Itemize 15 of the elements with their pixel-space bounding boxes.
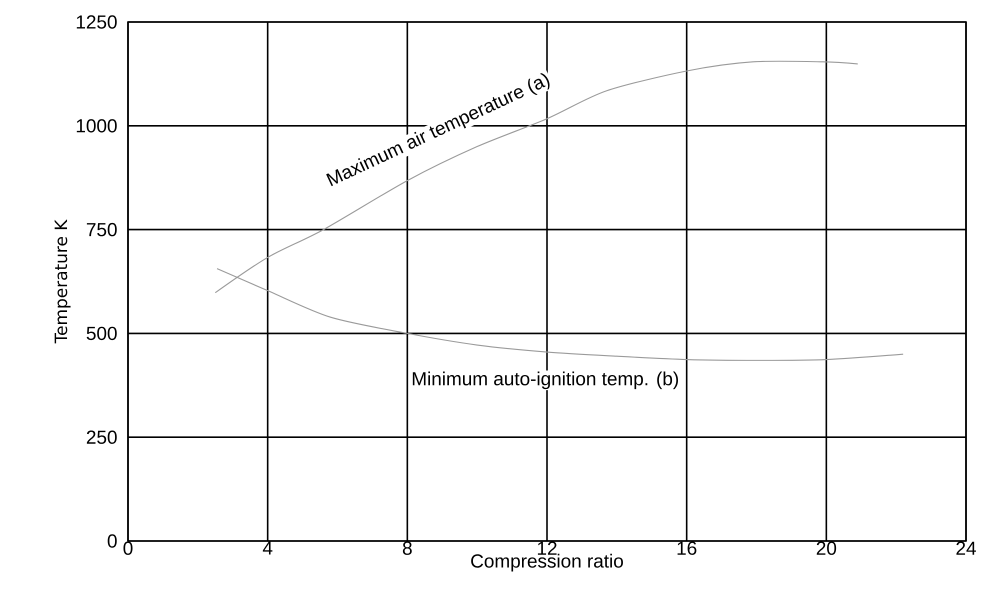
series-label: Minimum auto-ignition temp. (b) xyxy=(412,371,678,390)
y-axis-title: Temperature K xyxy=(54,219,71,344)
x-tick-label: 0 xyxy=(123,542,133,555)
y-tick-label: 750 xyxy=(86,222,117,236)
x-tick-label: 12 xyxy=(538,542,557,555)
y-tick-label: 1250 xyxy=(76,15,117,29)
x-axis-title: Compression ratio xyxy=(471,554,623,572)
y-tick-label: 1000 xyxy=(76,119,117,132)
x-tick-label: 20 xyxy=(816,542,836,555)
x-tick-label: 24 xyxy=(956,542,976,555)
y-tick-label: 500 xyxy=(86,326,117,340)
x-tick-label: 4 xyxy=(262,542,272,555)
x-tick-label: 8 xyxy=(402,542,412,555)
x-tick-label: 16 xyxy=(678,542,696,555)
y-tick-label: 250 xyxy=(86,430,117,444)
